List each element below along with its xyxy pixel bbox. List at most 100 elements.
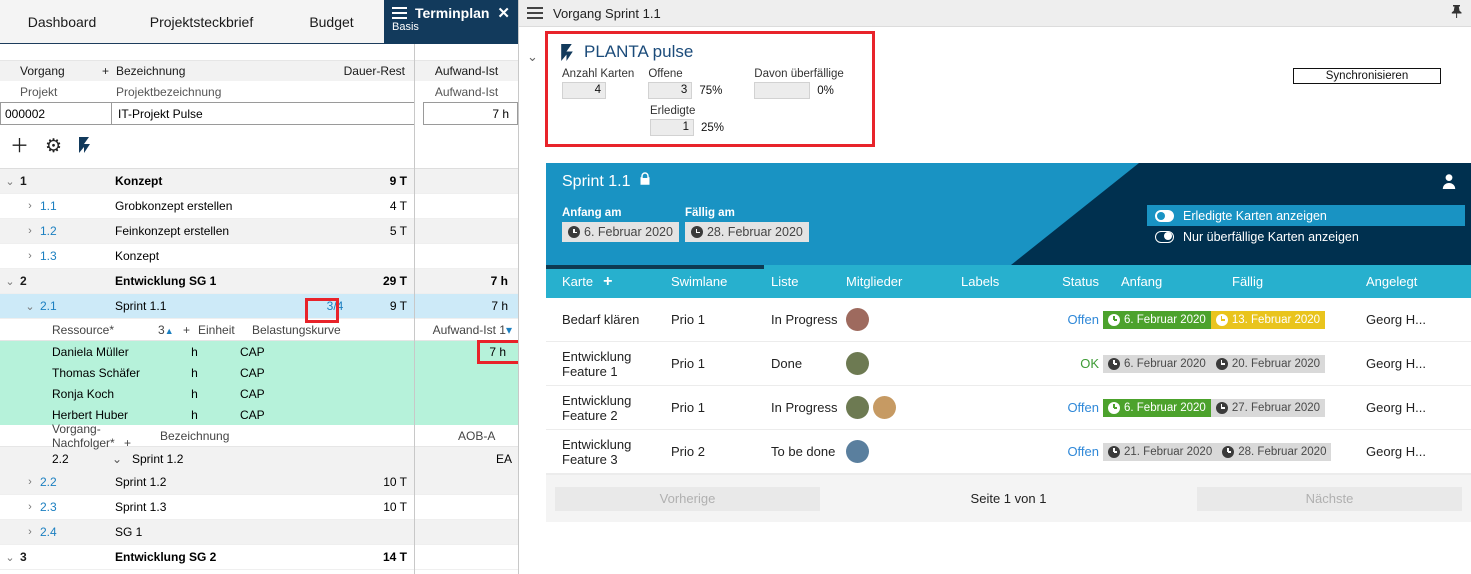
- metric-ueberfaellige-label: Davon überfällige: [754, 68, 844, 80]
- metric-offene: Offene 3 75%: [648, 68, 754, 99]
- card-title[interactable]: Entwicklung Feature 1: [562, 348, 632, 379]
- toggle-show-done-cards[interactable]: Erledigte Karten anzeigen: [1147, 205, 1465, 226]
- menu-icon[interactable]: [527, 4, 543, 22]
- succ-label: Vorgang-Nachfolger*: [52, 421, 115, 450]
- task-row[interactable]: › 1.3 Konzept: [0, 244, 518, 269]
- tab-dashboard-label: Dashboard: [27, 14, 97, 30]
- tab-projektsteckbrief[interactable]: Projektsteckbrief: [124, 0, 279, 44]
- pulse-metrics: Anzahl Karten 4 Offene 3 75%: [548, 62, 872, 136]
- cards-table-header: Karte + Swimlane Liste Mitglieder Labels…: [546, 265, 1471, 298]
- pin-icon[interactable]: [1450, 4, 1463, 22]
- project-name-field[interactable]: IT-Projekt Pulse: [112, 102, 415, 125]
- page-indicator: Seite 1 von 1: [970, 491, 1047, 506]
- previous-page-button[interactable]: Vorherige: [555, 486, 820, 511]
- task-row[interactable]: › 1.2 Feinkonzept erstellen 5 T: [0, 219, 518, 244]
- card-members: [846, 440, 961, 463]
- resource-table-header: Ressource* 3▲ + Einheit Belastungskurve …: [0, 319, 518, 341]
- close-icon[interactable]: ✕: [497, 5, 510, 22]
- collapse-chevron-icon[interactable]: ⌄: [527, 49, 538, 64]
- task-wbs: 2.1: [40, 299, 57, 313]
- expand-chevron-icon[interactable]: ⌄: [5, 551, 15, 564]
- task-row[interactable]: › 2.3 Sprint 1.3 10 T: [0, 495, 518, 520]
- clock-icon: [1215, 401, 1228, 414]
- project-effort-field[interactable]: 7 h: [423, 102, 518, 125]
- expand-chevron-icon[interactable]: ›: [28, 200, 32, 212]
- card-row[interactable]: Entwicklung Feature 3 Prio 2 To be done Off…: [546, 430, 1471, 474]
- synchronisieren-button[interactable]: Synchronisieren: [1293, 68, 1441, 84]
- task-row[interactable]: › 2.4 SG 1: [0, 520, 518, 545]
- res-aufwand-num: 1: [499, 322, 506, 337]
- sub-projektbezeichnung: Projektbezeichnung: [116, 84, 222, 99]
- chevron-down-icon[interactable]: ⌄: [112, 451, 123, 466]
- expand-chevron-icon[interactable]: ›: [28, 250, 32, 262]
- resource-row[interactable]: Thomas Schäfer h CAP: [0, 362, 518, 383]
- avatar: [873, 396, 896, 419]
- next-page-button[interactable]: Nächste: [1197, 486, 1462, 511]
- user-avatar-icon[interactable]: [1441, 173, 1457, 195]
- project-row[interactable]: 000002 IT-Projekt Pulse 7 h: [0, 102, 518, 125]
- successor-row[interactable]: 2.2 ⌄ Sprint 1.2 EA: [0, 447, 518, 470]
- pulse-summary-box: PLANTA pulse Anzahl Karten 4 Offene: [545, 31, 875, 147]
- pulse-title: PLANTA pulse: [584, 42, 694, 61]
- resource-name: Herbert Huber: [52, 407, 129, 422]
- toggle-only-overdue-label: Nur überfällige Karten anzeigen: [1183, 229, 1359, 244]
- date-chip-label: 13. Februar 2020: [1231, 313, 1321, 326]
- menu-icon[interactable]: [392, 4, 407, 22]
- card-members: [846, 396, 961, 419]
- task-row[interactable]: ⌄ 2 Entwicklung SG 1 29 T 7 h: [0, 269, 518, 294]
- succ-add-icon[interactable]: +: [124, 435, 132, 450]
- card-row[interactable]: Bedarf klären Prio 1 In Progress Offen 6. Fe…: [546, 298, 1471, 342]
- task-row[interactable]: ⌄ 3 Entwicklung SG 2 14 T: [0, 545, 518, 570]
- add-card-icon[interactable]: +: [603, 272, 613, 290]
- task-row[interactable]: › 2.2 Sprint 1.2 10 T: [0, 470, 518, 495]
- chevron-down-icon[interactable]: ▾: [505, 322, 512, 337]
- card-title[interactable]: Entwicklung Feature 3: [562, 436, 632, 467]
- add-column-icon[interactable]: +: [102, 64, 110, 78]
- resource-row[interactable]: Daniela Müller h CAP 7 h: [0, 341, 518, 362]
- task-name: Entwicklung SG 1: [115, 274, 217, 288]
- date-chip-label: 28. Februar 2020: [1238, 445, 1327, 458]
- expand-chevron-icon[interactable]: ›: [28, 526, 32, 538]
- sub-aufwand-ist: Aufwand-Ist: [434, 84, 499, 99]
- metric-ueberfaellige-pct: 0%: [817, 84, 834, 97]
- expand-chevron-icon[interactable]: ›: [28, 476, 32, 488]
- project-id-field[interactable]: 000002: [0, 102, 112, 125]
- expand-chevron-icon[interactable]: ⌄: [5, 275, 15, 288]
- task-name: Konzept: [115, 174, 163, 188]
- resource-row[interactable]: Herbert Huber h CAP: [0, 404, 518, 425]
- board-anfang-label: Anfang am: [562, 207, 622, 219]
- avatar: [846, 396, 869, 419]
- task-row[interactable]: ⌄ 1 Konzept 9 T: [0, 169, 518, 194]
- add-task-icon[interactable]: ＋: [10, 136, 30, 157]
- sort-asc-icon[interactable]: ▲: [164, 325, 174, 336]
- tab-dashboard[interactable]: Dashboard: [0, 0, 124, 44]
- task-row[interactable]: › 1.1 Grobkonzept erstellen 4 T: [0, 194, 518, 219]
- col-karte: Karte +: [546, 273, 671, 291]
- toggle-only-overdue-cards[interactable]: Nur überfällige Karten anzeigen: [1147, 226, 1465, 247]
- card-row[interactable]: Entwicklung Feature 1 Prio 1 Done OK 6. Febr…: [546, 342, 1471, 386]
- terminplan-panel: Dashboard Projektsteckbrief Budget Termi…: [0, 0, 519, 574]
- expand-chevron-icon[interactable]: ›: [28, 225, 32, 237]
- card-members: [846, 352, 961, 375]
- tab-terminplan[interactable]: Terminplan ✕ Basis: [384, 0, 518, 44]
- task-row[interactable]: ⌄ 2.1 Sprint 1.1 3/4 9 T 7 h: [0, 294, 518, 319]
- card-row[interactable]: Entwicklung Feature 2 Prio 1 In Progress Of…: [546, 386, 1471, 430]
- res-count-value: 3: [158, 322, 165, 337]
- task-name: Feinkonzept erstellen: [115, 224, 230, 238]
- tab-budget[interactable]: Budget: [279, 0, 384, 44]
- res-add-icon[interactable]: +: [182, 322, 190, 337]
- resource-row[interactable]: Ronja Koch h CAP: [0, 383, 518, 404]
- expand-chevron-icon[interactable]: ›: [28, 501, 32, 513]
- pulse-flag-icon[interactable]: [78, 136, 91, 158]
- col-faellig: Fällig: [1232, 274, 1264, 289]
- tab-terminplan-subtitle: Basis: [392, 21, 419, 33]
- card-title[interactable]: Bedarf klären: [562, 312, 640, 327]
- date-chip-label: 21. Februar 2020: [1124, 445, 1213, 458]
- card-title[interactable]: Entwicklung Feature 2: [562, 392, 632, 423]
- expand-chevron-icon[interactable]: ⌄: [5, 175, 15, 188]
- task-wbs: 1: [20, 174, 27, 188]
- task-wbs: 2: [20, 274, 27, 288]
- gear-icon[interactable]: ⚙: [45, 136, 63, 157]
- expand-chevron-icon[interactable]: ⌄: [25, 300, 35, 313]
- card-angelegt: Georg H...: [1366, 312, 1426, 327]
